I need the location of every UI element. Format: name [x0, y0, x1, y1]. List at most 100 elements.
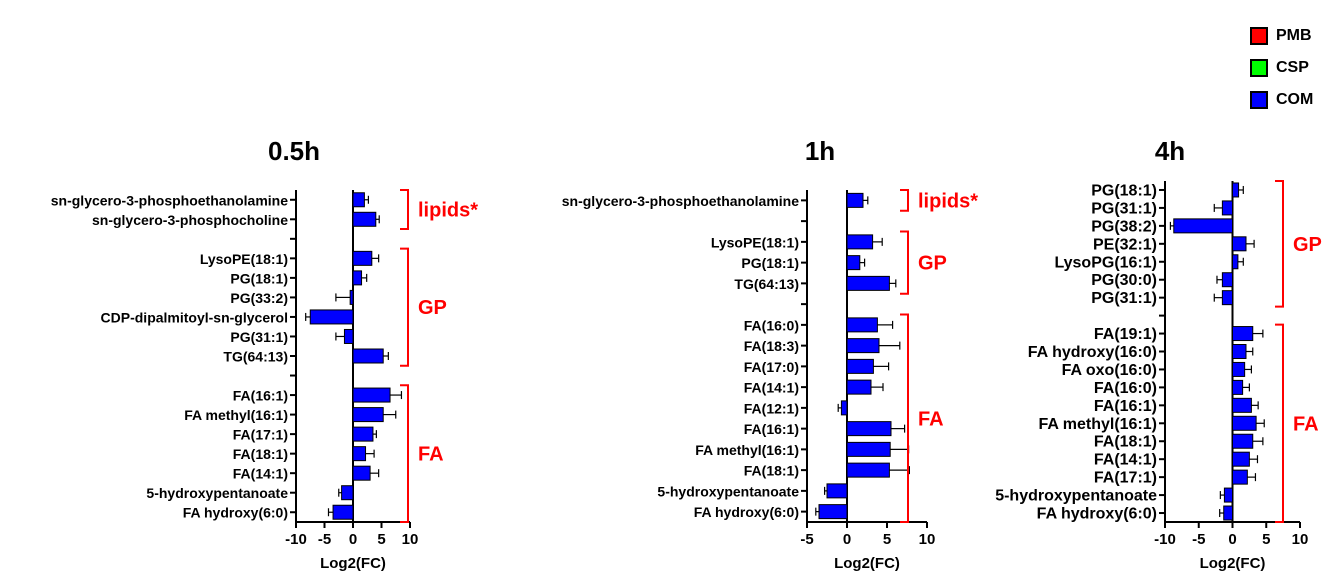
chart-0-y-tick-label-10: FA(16:1)	[233, 388, 288, 404]
chart-2-bar-fa-16-1-12	[1232, 397, 1252, 413]
chart-1-y-tick-label-6: FA(16:0)	[744, 317, 799, 333]
chart-2-bar-pg-31-1-6	[1221, 290, 1233, 306]
chart-2-y-tick-label-10: FA oxo(16:0)	[1062, 362, 1157, 379]
chart-0-bar-pg-18-1-4	[352, 270, 363, 286]
chart-0-bar-fa-methyl-16-1-11	[352, 407, 384, 423]
chart-2-x-tick-label-2: 0	[1228, 531, 1236, 548]
chart-1-y-tick-label-0: sn-glycero-3-phosphoethanolamine	[562, 193, 799, 209]
chart-0-title: 0.5h	[268, 136, 320, 166]
chart-1-bar-5-hydroxypentanoate-14	[826, 483, 848, 499]
chart-0-x-tick-label-2: 0	[349, 531, 357, 548]
chart-2-bar-pe-32-1-3	[1232, 236, 1247, 252]
chart-1-y-tick-label-4: TG(64:13)	[734, 276, 799, 292]
legend: PMB CSP COM	[1250, 20, 1334, 116]
chart-1-bar-fa-hydroxy-6-0-15	[818, 504, 848, 520]
chart-1-group-bracket-lipids	[900, 189, 909, 212]
chart-1-title: 1h	[805, 136, 835, 166]
legend-item-pmb: PMB	[1250, 20, 1334, 52]
chart-2-bar-fa-methyl-16-1-13	[1232, 415, 1257, 431]
chart-0-y-tick-label-7: PG(31:1)	[230, 329, 288, 345]
chart-1-group-label-fa: FA	[918, 408, 944, 430]
chart-1-y-tick-label-2: LysoPE(18:1)	[711, 234, 799, 250]
chart-0-bar-pg-33-2-5	[349, 289, 354, 305]
chart-2-bar-fa-14-1-15	[1232, 451, 1250, 467]
chart-0-group-label-fa: FA	[418, 444, 444, 466]
chart-0-y-tick-label-0: sn-glycero-3-phosphoethanolamine	[51, 192, 288, 208]
chart-1-y-tick-label-14: 5-hydroxypentanoate	[657, 483, 799, 499]
chart-2-bar-pg-38-2-2	[1173, 218, 1234, 234]
chart-1-bar-fa-16-1-11	[846, 421, 892, 437]
chart-2-bar-lysopg-16-1-4	[1232, 254, 1239, 270]
chart-1-bar-fa-methyl-16-1-12	[846, 441, 891, 457]
chart-1-x-label: Log2(FC)	[834, 555, 900, 572]
chart-1-y-tick-label-13: FA(18:1)	[744, 463, 799, 479]
chart-1-y-tick-label-7: FA(18:3)	[744, 338, 799, 354]
chart-2-y-tick-label-13: FA methyl(16:1)	[1038, 416, 1157, 433]
chart-0-y-tick-label-13: FA(18:1)	[233, 446, 288, 462]
chart-2-bar-fa-19-1-8	[1232, 326, 1254, 342]
chart-2-y-tick-label-9: FA hydroxy(16:0)	[1028, 344, 1157, 361]
chart-0-y-tick-label-12: FA(17:1)	[233, 427, 288, 443]
chart-0-y-tick-label-14: FA(14:1)	[233, 466, 288, 482]
chart-1-y-tick-label-10: FA(12:1)	[744, 400, 799, 416]
chart-1-group-label-gp: GP	[918, 253, 947, 275]
chart-2-bar-fa-16-0-11	[1232, 379, 1244, 395]
chart-1-bar-fa-12-1-10	[840, 400, 848, 416]
chart-2-y-tick-label-6: PG(31:1)	[1091, 290, 1157, 307]
chart-2-x-tick-label-3: 5	[1262, 531, 1270, 548]
chart-0-x-tick-label-4: 10	[402, 531, 419, 548]
legend-label-pmb: PMB	[1276, 27, 1312, 44]
chart-2-y-tick-label-12: FA(16:1)	[1094, 398, 1157, 415]
chart-0-group-bracket-fa	[400, 384, 409, 523]
chart-0-bar-lysope-18-1-3	[352, 250, 373, 266]
chart-2-y-tick-label-0: PG(18:1)	[1091, 182, 1157, 199]
chart-1-group-label-lipids: lipids*	[918, 190, 978, 212]
chart-0-y-tick-label-4: PG(18:1)	[230, 270, 288, 286]
chart-0-group-label-gp: GP	[418, 297, 447, 319]
chart-0-y-tick-label-1: sn-glycero-3-phosphocholine	[92, 212, 288, 228]
chart-2-x-tick-label-0: -10	[1154, 531, 1176, 548]
chart-2-group-bracket-fa	[1275, 323, 1284, 523]
chart-2-group-bracket-gp	[1275, 180, 1284, 308]
chart-1-bar-tg-64-13-4	[846, 275, 890, 291]
chart-0-bar-fa-16-1-10	[352, 387, 391, 403]
chart-1-y-tick-label-8: FA(17:0)	[744, 359, 799, 375]
chart-0-y-tick-label-8: TG(64:13)	[223, 349, 288, 365]
chart-0-y-tick-label-6: CDP-dipalmitoyl-sn-glycerol	[101, 309, 288, 325]
chart-2-bar-fa-hydroxy-16-0-9	[1232, 344, 1247, 359]
chart-2-bar-pg-30-0-5	[1221, 272, 1233, 288]
chart-2-y-tick-label-11: FA(16:0)	[1094, 380, 1157, 397]
chart-1-y-tick-label-9: FA(14:1)	[744, 380, 799, 396]
chart-1-x-tick-label-0: -5	[800, 531, 813, 548]
legend-swatch-csp	[1250, 59, 1268, 77]
chart-0-bar-tg-64-13-8	[352, 348, 384, 364]
chart-2-group-label-fa: FA	[1293, 413, 1319, 435]
chart-0-x-tick-label-1: -5	[318, 531, 331, 548]
chart-0-bar-fa-18-1-13	[352, 446, 367, 462]
chart-1-group-bracket-gp	[900, 230, 909, 295]
chart-2-bar-pg-31-1-1	[1221, 200, 1233, 216]
chart-0-x-label: Log2(FC)	[320, 555, 386, 572]
chart-2-y-tick-label-5: PG(30:0)	[1091, 272, 1157, 289]
chart-1-y-tick-label-3: PG(18:1)	[741, 255, 799, 271]
chart-2-bar-fa-oxo-16-0-10	[1232, 361, 1246, 377]
chart-2-bar-pg-18-1-0	[1232, 182, 1240, 198]
chart-2-y-tick-label-14: FA(18:1)	[1094, 434, 1157, 451]
chart-2-y-tick-label-1: PG(31:1)	[1091, 200, 1157, 217]
chart-2-bar-fa-17-1-16	[1232, 469, 1248, 485]
chart-2-y-tick-label-16: FA(17:1)	[1094, 470, 1157, 487]
chart-0-bar-pg-31-1-7	[343, 328, 354, 344]
chart-1-bar-sn-glycero-3-phosphoethanolamine-0	[846, 192, 864, 208]
chart-1-group-bracket-fa	[900, 313, 909, 523]
chart-1-bar-fa-16-0-6	[846, 317, 878, 333]
chart-0-x-tick-label-0: -10	[285, 531, 307, 548]
chart-2-y-tick-label-15: FA(14:1)	[1094, 452, 1157, 469]
chart-0-group-bracket-lipids	[400, 189, 409, 231]
chart-0-group-label-lipids: lipids*	[418, 200, 478, 222]
chart-2-bar-fa-hydroxy-6-0-18	[1223, 505, 1233, 521]
chart-2-y-tick-label-18: FA hydroxy(6:0)	[1037, 506, 1157, 523]
chart-1-x-tick-label-2: 5	[883, 531, 891, 548]
chart-0-group-bracket-gp	[400, 247, 409, 367]
chart-2-x-tick-label-1: -5	[1192, 531, 1205, 548]
chart-0-y-tick-label-3: LysoPE(18:1)	[200, 251, 288, 267]
